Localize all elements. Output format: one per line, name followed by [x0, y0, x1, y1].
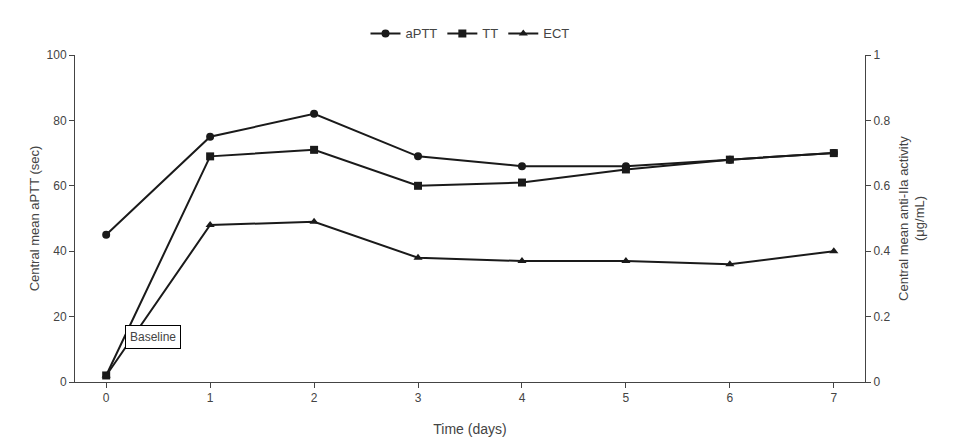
svg-text:0.8: 0.8 [873, 114, 890, 128]
svg-text:aPTT: aPTT [406, 26, 438, 41]
svg-text:80: 80 [53, 114, 67, 128]
svg-text:2: 2 [311, 391, 318, 405]
svg-text:40: 40 [53, 244, 67, 258]
svg-text:3: 3 [415, 391, 422, 405]
svg-text:0.2: 0.2 [873, 310, 890, 324]
svg-text:4: 4 [519, 391, 526, 405]
svg-text:TT: TT [482, 26, 498, 41]
svg-text:7: 7 [830, 391, 837, 405]
svg-text:1: 1 [207, 391, 214, 405]
svg-text:1: 1 [873, 48, 880, 62]
svg-text:20: 20 [53, 310, 67, 324]
svg-text:Central mean aPTT (sec): Central mean aPTT (sec) [27, 146, 42, 292]
svg-text:Central mean anti-IIa activity: Central mean anti-IIa activity(μg/mL) [896, 136, 928, 301]
svg-text:Time (days): Time (days) [433, 421, 506, 437]
svg-text:0: 0 [60, 375, 67, 389]
svg-text:5: 5 [623, 391, 630, 405]
svg-text:60: 60 [53, 179, 67, 193]
svg-text:ECT: ECT [543, 26, 569, 41]
svg-text:0.6: 0.6 [873, 179, 890, 193]
svg-text:0: 0 [103, 391, 110, 405]
svg-text:0: 0 [873, 375, 880, 389]
svg-text:0.4: 0.4 [873, 244, 890, 258]
svg-text:Baseline: Baseline [130, 330, 176, 344]
svg-text:100: 100 [47, 48, 67, 62]
svg-text:6: 6 [727, 391, 734, 405]
